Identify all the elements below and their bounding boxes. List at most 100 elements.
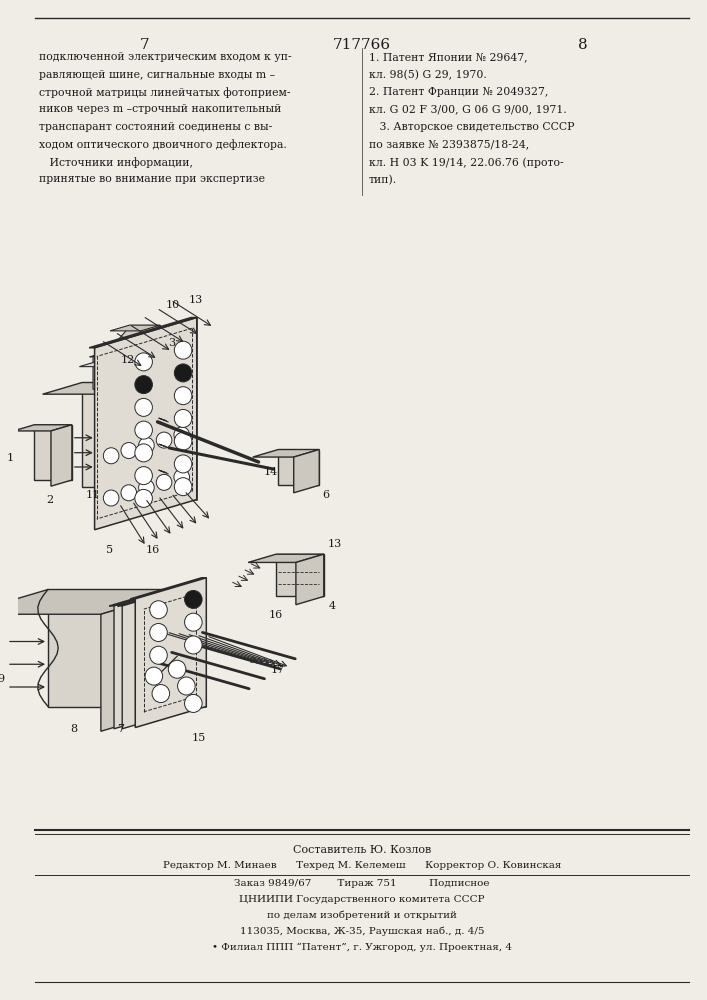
Circle shape [185,613,202,631]
Text: Редактор М. Минаев      Техред М. Келемеш      Корректор О. Ковинская: Редактор М. Минаев Техред М. Келемеш Кор… [163,861,561,870]
Text: Составитель Ю. Козлов: Составитель Ю. Козлов [293,845,431,855]
Text: ЦНИИПИ Государственного комитета СССР: ЦНИИПИ Государственного комитета СССР [239,895,484,904]
Text: ников через m –строчный накопительный: ников через m –строчный накопительный [39,104,281,114]
Text: 2: 2 [46,495,53,505]
Text: 13: 13 [189,295,203,305]
Circle shape [135,376,153,394]
Circle shape [175,409,192,427]
Text: по делам изобретений и открытий: по делам изобретений и открытий [267,911,457,920]
Polygon shape [201,578,206,706]
Text: 16: 16 [145,545,160,555]
Text: подключенной электрическим входом к уп-: подключенной электрическим входом к уп- [39,52,292,62]
Circle shape [174,469,189,485]
Circle shape [103,448,119,464]
Circle shape [175,455,192,473]
Polygon shape [95,318,197,530]
Text: тип).: тип). [369,174,397,185]
Polygon shape [122,351,125,384]
Text: 17: 17 [271,665,285,675]
Circle shape [135,353,153,371]
Text: 16: 16 [269,610,283,620]
Polygon shape [145,382,185,498]
Circle shape [150,601,168,619]
Circle shape [185,636,202,654]
Circle shape [135,421,153,439]
Text: 3. Авторское свидетельство СССР: 3. Авторское свидетельство СССР [369,122,574,132]
Text: 1. Патент Японии № 29647,: 1. Патент Японии № 29647, [369,52,527,62]
Text: кл. 98(5) G 29, 1970.: кл. 98(5) G 29, 1970. [369,70,486,80]
Circle shape [185,590,202,608]
Polygon shape [103,351,125,357]
Polygon shape [79,361,160,367]
Circle shape [175,387,192,405]
Polygon shape [104,348,192,372]
Text: кл. G 02 F 3/00, G 06 G 9/00, 1971.: кл. G 02 F 3/00, G 06 G 9/00, 1971. [369,104,566,114]
Text: 113035, Москва, Ж-35, Раушская наб., д. 4/5: 113035, Москва, Ж-35, Раушская наб., д. … [240,927,484,936]
Circle shape [135,398,153,416]
Circle shape [168,660,186,678]
Polygon shape [110,584,189,606]
Text: 7: 7 [140,38,149,52]
Circle shape [156,432,172,448]
Text: Источники информации,: Источники информации, [39,157,193,168]
Text: 3: 3 [168,338,175,348]
Circle shape [145,667,163,685]
Polygon shape [82,382,185,487]
Circle shape [135,489,153,507]
Text: строчной матрицы линейчатых фотоприем-: строчной матрицы линейчатых фотоприем- [39,87,291,98]
Text: 15: 15 [192,733,206,743]
Text: 11: 11 [86,490,100,500]
Text: 10: 10 [165,300,180,310]
Circle shape [152,685,170,703]
Text: принятые во внимание при экспертизе: принятые во внимание при экспертизе [39,174,265,184]
Polygon shape [13,425,72,431]
Polygon shape [0,589,185,614]
Circle shape [139,437,154,453]
Polygon shape [108,351,112,384]
Circle shape [139,480,154,496]
Circle shape [175,341,192,359]
Circle shape [177,677,195,695]
Circle shape [150,646,168,664]
Polygon shape [35,425,72,480]
Circle shape [135,444,153,462]
Text: 717766: 717766 [333,38,391,52]
Polygon shape [185,584,189,706]
Circle shape [174,427,189,443]
Polygon shape [117,584,197,606]
Circle shape [135,467,153,485]
Polygon shape [99,325,160,361]
Text: Заказ 9849/67        Тираж 751          Подписное: Заказ 9849/67 Тираж 751 Подписное [234,879,490,888]
Text: ходом оптического двоичного дефлектора.: ходом оптического двоичного дефлектора. [39,139,287,150]
Polygon shape [135,578,206,728]
Circle shape [156,474,172,490]
Text: 2. Патент Франции № 2049327,: 2. Патент Франции № 2049327, [369,87,548,97]
Text: 1: 1 [6,453,13,463]
Circle shape [150,624,168,642]
Polygon shape [296,554,324,605]
Polygon shape [122,584,197,729]
Polygon shape [248,554,324,562]
Circle shape [103,490,119,506]
Text: кл. Н 03 K 19/14, 22.06.76 (прото-: кл. Н 03 K 19/14, 22.06.76 (прото- [369,157,563,168]
Text: 5: 5 [106,545,113,555]
Text: по заявке № 2393875/18-24,: по заявке № 2393875/18-24, [369,139,529,149]
Text: 7: 7 [117,724,124,734]
Polygon shape [192,318,197,499]
Polygon shape [253,450,320,457]
Text: равляющей шине, сигнальные входы m –: равляющей шине, сигнальные входы m – [39,70,275,80]
Polygon shape [114,584,189,729]
Polygon shape [131,578,206,599]
Text: 4: 4 [329,601,337,611]
Polygon shape [42,382,185,394]
Text: 12: 12 [120,355,134,365]
Text: 6: 6 [322,490,329,500]
Polygon shape [90,351,112,357]
Polygon shape [48,589,185,706]
Polygon shape [279,450,320,485]
Text: транспарант состояний соединены с вы-: транспарант состояний соединены с вы- [39,122,272,132]
Text: 14: 14 [264,467,278,477]
Polygon shape [51,425,72,486]
Polygon shape [187,348,192,491]
Polygon shape [109,348,192,515]
